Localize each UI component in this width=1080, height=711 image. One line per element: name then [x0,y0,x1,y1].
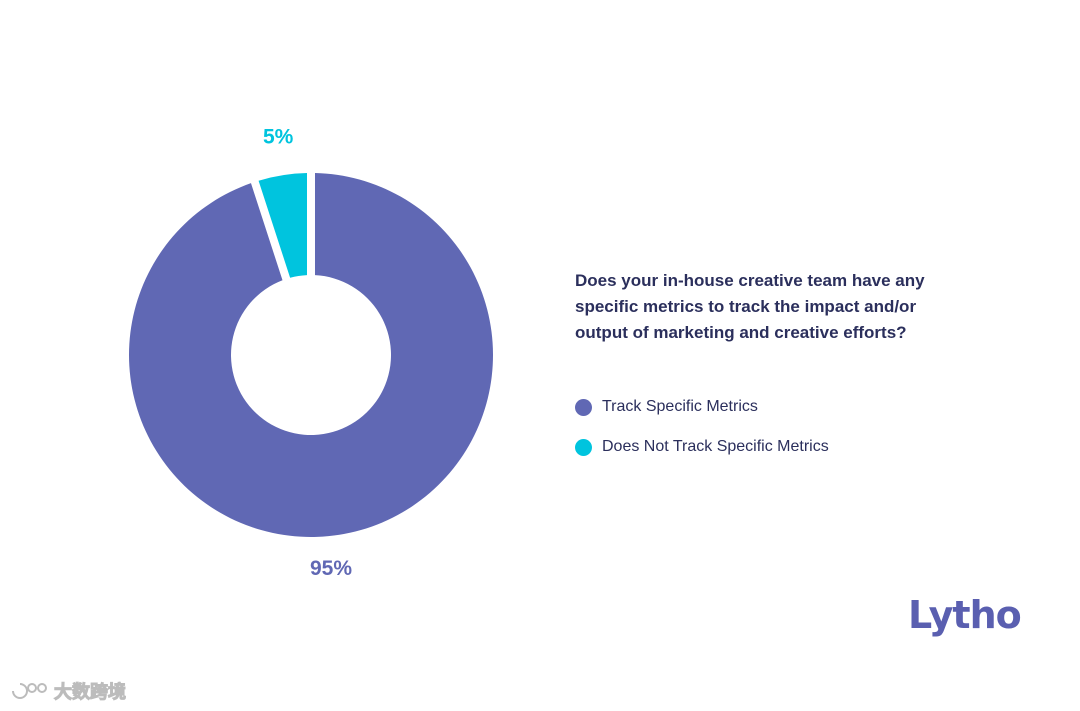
legend-item-track: Track Specific Metrics [575,395,829,419]
chart-title: Does your in-house creative team have an… [575,271,925,342]
legend-item-not-track: Does Not Track Specific Metrics [575,435,829,459]
donut-slice-0 [129,173,494,538]
watermark-logo-icon [12,683,47,699]
lytho-logo: Lytho [908,593,1022,637]
legend-swatch-not-track [575,438,592,456]
donut-slice-1 [258,173,308,278]
slice-label-0: 95% [310,557,352,580]
donut-slices [129,173,494,538]
legend-label-not-track: Does Not Track Specific Metrics [602,438,829,455]
slice-label-1: 5% [263,126,294,149]
watermark-text: 大数跨境 [54,682,127,704]
watermark: 大数跨境 [10,678,127,704]
legend-label-track: Track Specific Metrics [602,398,758,415]
slice-labels: 95% 5% [263,126,352,580]
legend-swatch-track [575,398,592,416]
legend: Track Specific Metrics Does Not Track Sp… [575,395,829,475]
